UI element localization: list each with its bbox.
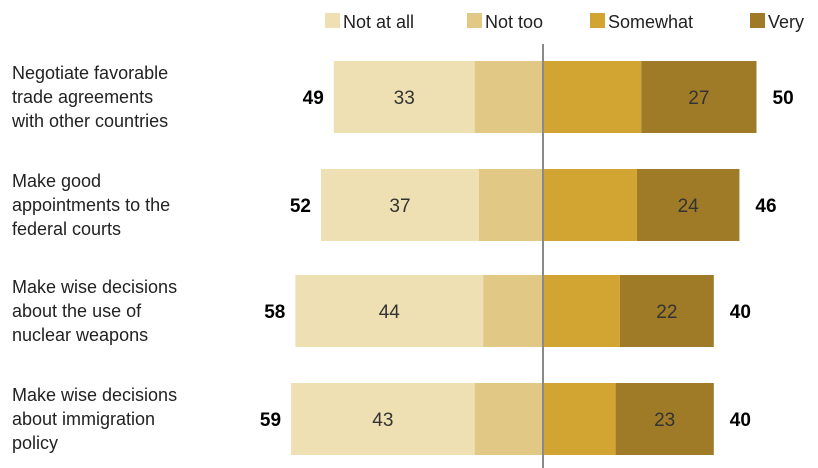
net-negative-label: 52	[290, 196, 311, 217]
row-label-2: Make good appointments to the federal cour…	[12, 171, 170, 239]
row-label-line: about immigration	[12, 409, 155, 429]
net-negative-label: 58	[264, 302, 285, 323]
legend-label-somewhat: Somewhat	[608, 12, 693, 32]
value-label-not-at-all: 37	[389, 196, 410, 217]
bars: 33 27 49 50 37 24 52 46 44 22 58 40 43 23 59 40	[260, 61, 794, 455]
row-labels: Negotiate favorable trade agreements with …	[11, 63, 177, 453]
bar-not-at-all	[291, 383, 475, 455]
legend-swatch-not-too	[467, 13, 482, 28]
bar-very	[641, 61, 757, 133]
row-label-line: Make wise decisions	[12, 277, 177, 297]
legend-label-not-too: Not too	[485, 12, 543, 32]
bar-not-too	[478, 169, 543, 241]
row-label-line: with other countries	[11, 111, 168, 131]
legend: Not at all Not too Somewhat Very	[325, 12, 804, 32]
row-label-line: Make good	[12, 171, 101, 191]
value-label-very: 27	[688, 88, 709, 109]
row-label-line: about the use of	[12, 301, 142, 321]
bar-not-too	[474, 61, 543, 133]
bar-not-at-all	[333, 61, 475, 133]
bar-not-too	[483, 275, 543, 347]
row-label-1: Negotiate favorable trade agreements with …	[11, 63, 168, 131]
bar-somewhat	[543, 383, 616, 455]
row-label-3: Make wise decisions about the use of nucle…	[12, 277, 177, 345]
net-negative-label: 49	[303, 88, 324, 109]
row-label-line: policy	[12, 433, 58, 453]
row-label-line: appointments to the	[12, 195, 170, 215]
legend-label-very: Very	[768, 12, 804, 32]
row-label-line: Negotiate favorable	[12, 63, 168, 83]
net-negative-label: 59	[260, 410, 281, 431]
row-label-line: trade agreements	[12, 87, 153, 107]
net-positive-label: 40	[730, 410, 751, 431]
row-label-4: Make wise decisions about immigration poli…	[12, 385, 177, 453]
legend-swatch-very	[750, 13, 765, 28]
net-positive-label: 40	[730, 302, 751, 323]
value-label-not-at-all: 44	[379, 302, 401, 323]
bar-not-too	[474, 383, 543, 455]
row-label-line: Make wise decisions	[12, 385, 177, 405]
value-label-very: 23	[654, 410, 675, 431]
bar-not-at-all	[295, 275, 484, 347]
value-label-not-at-all: 43	[372, 410, 393, 431]
bar-very	[619, 275, 714, 347]
legend-swatch-somewhat	[590, 13, 605, 28]
bar-very	[615, 383, 714, 455]
net-positive-label: 50	[773, 88, 794, 109]
bar-somewhat	[543, 275, 620, 347]
legend-swatch-not-at-all	[325, 13, 340, 28]
value-label-very: 24	[678, 196, 700, 217]
net-positive-label: 46	[755, 196, 776, 217]
row-label-line: nuclear weapons	[12, 325, 148, 345]
bar-somewhat	[543, 61, 642, 133]
bar-very	[636, 169, 740, 241]
bar-somewhat	[543, 169, 637, 241]
value-label-not-at-all: 33	[394, 88, 415, 109]
legend-label-not-at-all: Not at all	[343, 12, 414, 32]
value-label-very: 22	[656, 302, 677, 323]
bar-not-at-all	[320, 169, 479, 241]
row-label-line: federal courts	[12, 219, 121, 239]
